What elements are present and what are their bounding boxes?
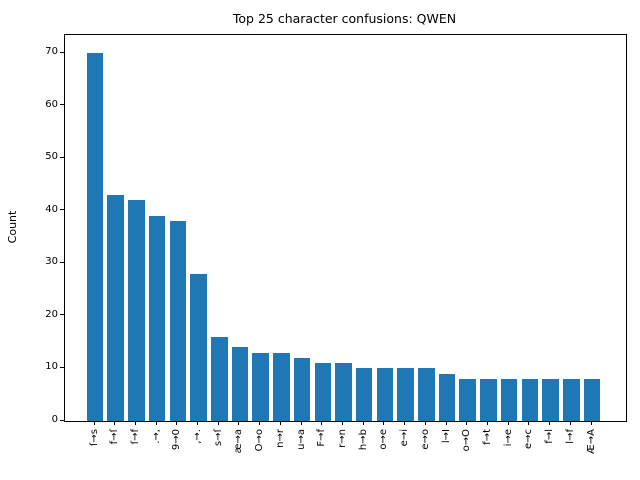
x-tick (238, 421, 240, 425)
x-tick (486, 421, 488, 425)
x-tick (197, 421, 199, 425)
x-tick-label: æ→a (233, 429, 245, 454)
x-tick (424, 421, 426, 425)
bar (521, 379, 539, 421)
y-tick (60, 261, 64, 263)
x-tick-label: e→i (399, 429, 411, 447)
x-tick (342, 421, 343, 425)
bar (397, 368, 414, 421)
x-tick-label: l→I (440, 429, 452, 444)
x-tick (590, 421, 592, 425)
bar (107, 195, 124, 421)
x-tick-label: r→n (337, 429, 348, 448)
y-tick-label: 40 (45, 203, 58, 215)
bar (459, 379, 477, 421)
x-tick-label: f→l (544, 429, 556, 444)
plot-area (64, 34, 627, 422)
bar (314, 363, 332, 421)
y-tick-label: 30 (45, 256, 58, 268)
y-tick (60, 366, 64, 368)
x-tick (466, 421, 468, 425)
x-tick-label: Æ→A (585, 429, 597, 454)
y-tick (60, 104, 64, 106)
y-tick-label: 0 (51, 414, 58, 425)
x-tick-label: .→, (150, 429, 162, 444)
chart-title: Top 25 character confusions: QWEN (232, 11, 457, 26)
x-tick-label: h→b (357, 429, 369, 451)
bar (128, 200, 145, 421)
bar (355, 368, 373, 421)
x-tick (569, 421, 571, 425)
x-tick (93, 421, 95, 425)
x-tick-label: F→f (316, 429, 328, 447)
bar (583, 379, 601, 421)
bar (169, 221, 187, 421)
y-tick-label: 20 (45, 308, 58, 320)
x-tick (300, 421, 302, 425)
y-tick-label: 10 (45, 361, 58, 373)
x-tick-label: l→f (564, 429, 576, 444)
bar (252, 352, 269, 421)
x-tick-label: s→ſ (212, 429, 224, 447)
bar (148, 216, 166, 421)
y-tick (60, 314, 64, 316)
x-tick (134, 421, 136, 425)
x-tick (445, 421, 447, 425)
x-tick (321, 421, 323, 425)
y-tick-label: 50 (45, 151, 58, 163)
x-tick-label: e→o (419, 429, 431, 450)
x-tick (507, 421, 509, 425)
y-tick (60, 51, 64, 53)
x-tick-label: f→ſ (109, 429, 121, 445)
x-tick-label: o→O (461, 429, 473, 452)
bar (563, 379, 580, 421)
x-tick-label: ,→. (192, 429, 204, 444)
bar (542, 379, 559, 421)
x-tick-label: u→a (295, 429, 307, 450)
x-tick (362, 421, 364, 425)
x-tick (549, 421, 551, 425)
x-tick (383, 421, 385, 425)
bar (376, 368, 394, 421)
x-tick-label: n→r (274, 429, 286, 448)
y-tick-label: 60 (45, 98, 58, 110)
x-tick (176, 421, 178, 425)
bar (335, 363, 352, 421)
x-tick (528, 421, 530, 425)
x-tick-label: ſ→f (129, 429, 141, 445)
x-tick-label: O→o (254, 429, 266, 452)
x-tick (404, 421, 406, 425)
bar (293, 357, 311, 421)
bar (438, 373, 456, 421)
x-tick-label: f→t (481, 429, 493, 445)
x-tick (217, 421, 219, 425)
x-tick (259, 421, 261, 425)
x-tick (279, 421, 281, 425)
x-tick-label: e→c (523, 429, 535, 450)
bar (231, 347, 249, 421)
x-tick (114, 421, 116, 425)
y-tick-label: 70 (45, 46, 58, 58)
x-tick-label: i→e (502, 429, 514, 447)
y-tick (60, 209, 64, 211)
x-tick-label: 9→0 (171, 429, 183, 451)
x-tick (155, 421, 157, 425)
bar (418, 368, 435, 421)
bar (190, 273, 207, 421)
y-tick (60, 156, 64, 158)
x-tick-label: o→e (378, 429, 390, 450)
bar (273, 352, 290, 421)
bar (480, 379, 497, 421)
y-tick (60, 419, 64, 421)
bar (86, 53, 104, 421)
bar (210, 336, 228, 421)
x-tick-label: ſ→s (88, 429, 100, 447)
bar (500, 379, 518, 421)
